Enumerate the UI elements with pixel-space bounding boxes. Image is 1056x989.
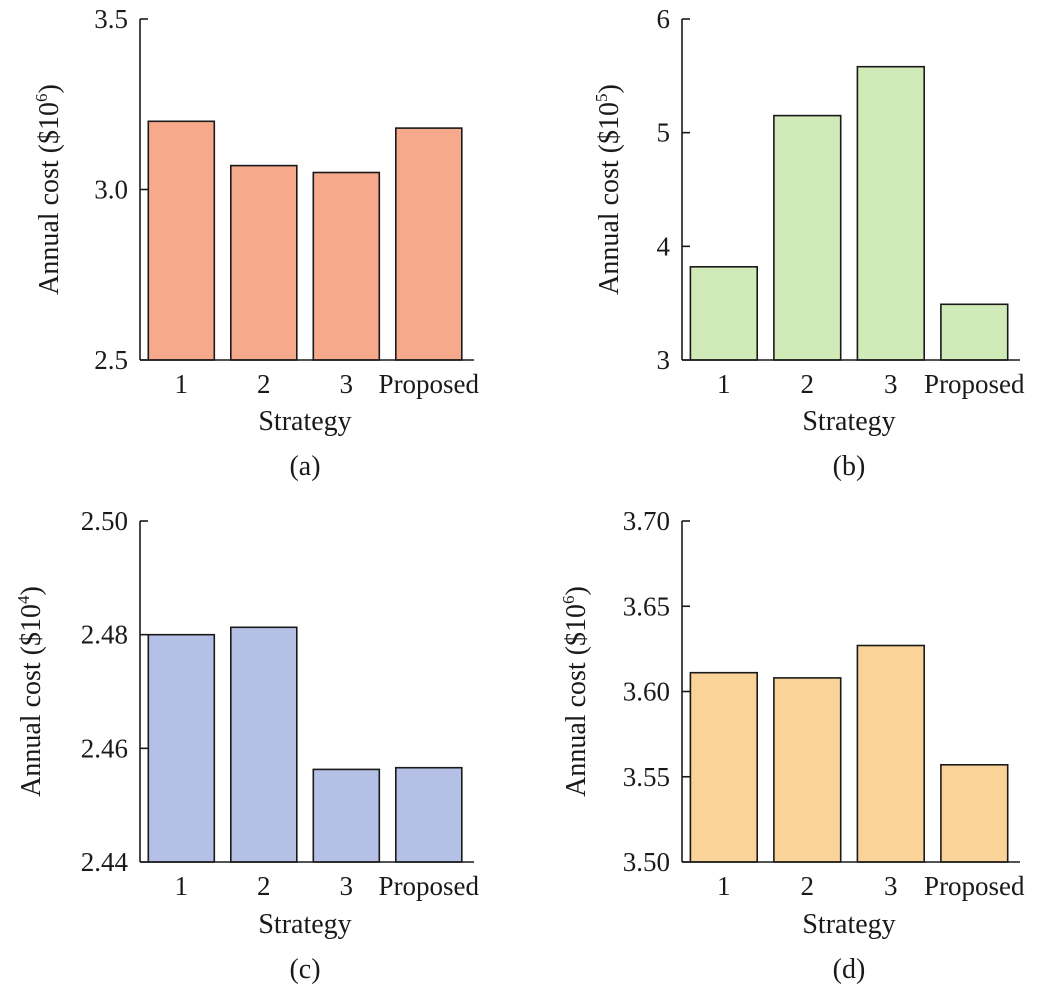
x-tick-label: Proposed <box>379 369 480 399</box>
y-tick-label: 4 <box>657 231 671 261</box>
bar-2 <box>230 164 298 361</box>
bar-3 <box>312 171 381 361</box>
y-tick-label: 3.50 <box>623 847 670 877</box>
y-tick-label: 3.55 <box>623 762 670 792</box>
panel-caption: (b) <box>833 451 866 482</box>
bar-4 <box>394 127 463 361</box>
x-tick-label: 2 <box>801 871 815 901</box>
x-tick-label: 3 <box>340 871 354 901</box>
y-tick-label: 6 <box>657 4 671 34</box>
y-tick-label: 2.48 <box>81 620 128 650</box>
bar-1 <box>147 633 216 863</box>
panel-caption: (a) <box>289 451 320 482</box>
y-axis-label: Annual cost ($106) <box>32 84 65 295</box>
x-tick-label: 1 <box>717 369 731 399</box>
x-tick-label: 1 <box>717 871 731 901</box>
y-tick-label: 2.5 <box>94 345 128 375</box>
x-axis-label: Strategy <box>802 406 895 437</box>
panel-2: 1 2 3 Proposed 3 4 5 6 Annual cost ($105) Strateg… <box>592 4 1025 482</box>
bar-1 <box>147 120 216 361</box>
y-tick-label: 3.70 <box>623 506 670 536</box>
y-tick-label: 3.65 <box>623 591 670 621</box>
x-tick-label: Proposed <box>379 871 480 901</box>
panel-caption: (c) <box>289 954 320 985</box>
x-tick-label: 1 <box>175 871 189 901</box>
panel-caption: (d) <box>833 954 866 985</box>
y-tick-label: 3.5 <box>94 4 128 34</box>
bar-3 <box>312 768 381 863</box>
panel-1: 1 2 3 Proposed 2.5 3.0 3.5 Annual cost ($106) St… <box>32 4 480 482</box>
bar-2 <box>230 626 298 863</box>
x-tick-label: 3 <box>884 369 898 399</box>
x-tick-label: 1 <box>175 369 189 399</box>
bar-1 <box>689 265 759 361</box>
bar-2 <box>773 114 842 361</box>
x-tick-label: Proposed <box>924 871 1025 901</box>
bar-4 <box>940 303 1009 361</box>
y-axis-label: Annual cost ($106) <box>559 586 592 797</box>
y-tick-label: 3.60 <box>623 677 670 707</box>
y-axis-label: Annual cost ($105) <box>592 84 625 295</box>
y-tick-label: 5 <box>657 118 671 148</box>
bar-4 <box>394 766 463 863</box>
y-axis-label: Annual cost ($104) <box>14 586 47 797</box>
y-tick-label: 3 <box>657 345 671 375</box>
y-tick-label: 3.0 <box>94 175 128 205</box>
y-tick-label: 2.44 <box>81 847 129 877</box>
x-tick-label: 3 <box>340 369 354 399</box>
y-tick-label: 2.46 <box>81 733 128 763</box>
x-axis-label: Strategy <box>258 909 351 940</box>
x-axis-label: Strategy <box>802 909 895 940</box>
x-tick-label: Proposed <box>924 369 1025 399</box>
bar-3 <box>856 65 926 361</box>
x-tick-label: 3 <box>884 871 898 901</box>
y-tick-label: 2.50 <box>81 506 128 536</box>
panel-4: 1 2 3 Proposed 3.50 3.55 3.60 3.65 3.70 Annual co… <box>559 506 1025 985</box>
bar-2 <box>773 677 842 863</box>
panel-3: 1 2 3 Proposed 2.44 2.46 2.48 2.50 Annual cost (… <box>14 506 480 985</box>
bar-4 <box>940 763 1009 863</box>
x-tick-label: 2 <box>257 369 271 399</box>
x-tick-label: 2 <box>801 369 815 399</box>
x-axis-label: Strategy <box>258 406 351 437</box>
bar-3 <box>856 644 926 863</box>
bar-1 <box>689 671 759 863</box>
x-tick-label: 2 <box>257 871 271 901</box>
